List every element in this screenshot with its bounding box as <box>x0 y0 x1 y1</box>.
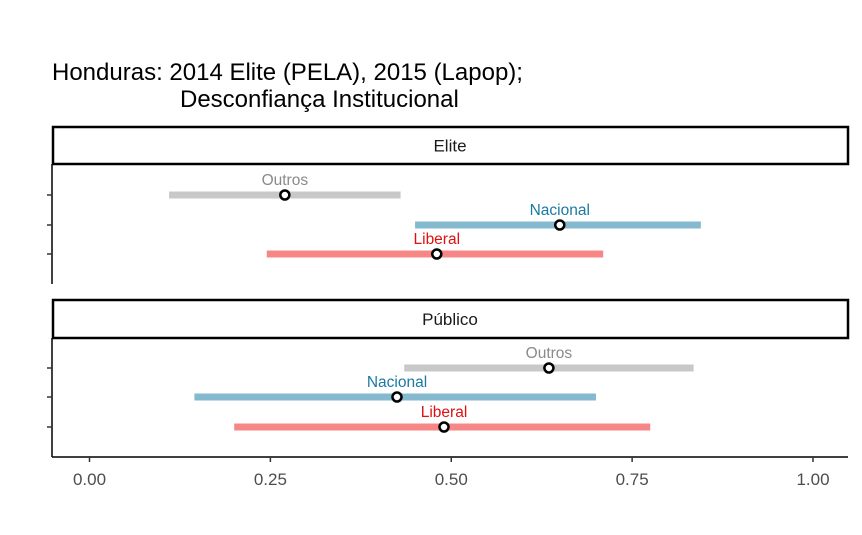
panel-strip-label: Público <box>422 310 478 329</box>
panel-público: Público Outros Nacional Liberal <box>47 298 850 457</box>
party-label-liberal: Liberal <box>421 404 468 421</box>
party-label-nacional: Nacional <box>530 202 590 219</box>
panel-elite: Elite Outros Nacional Liberal <box>47 125 850 284</box>
chart-title-line2: Desconfiança Institucional <box>180 86 459 113</box>
party-label-outros: Outros <box>526 345 573 362</box>
chart-title-line1: Honduras: 2014 Elite (PELA), 2015 (Lapop… <box>52 59 523 86</box>
party-label-nacional: Nacional <box>367 374 427 391</box>
x-tick-label: 0.50 <box>435 470 468 489</box>
panel-strip-label: Elite <box>433 137 466 156</box>
panel-strip <box>51 298 850 340</box>
point-estimate-liberal <box>431 248 443 260</box>
point-estimate-outros <box>279 189 291 201</box>
x-tick-label: 0.00 <box>73 470 106 489</box>
panels: Elite Outros Nacional Liberal Público Outros N… <box>47 125 850 457</box>
point-estimate-nacional <box>554 219 566 231</box>
panel-strip <box>51 125 850 166</box>
point-estimate-liberal <box>438 421 450 433</box>
x-tick-label: 0.25 <box>254 470 287 489</box>
party-label-outros: Outros <box>262 172 309 189</box>
point-estimate-nacional <box>391 391 403 403</box>
point-estimate-outros <box>543 362 555 374</box>
party-label-liberal: Liberal <box>414 231 461 248</box>
x-axis: 0.00 0.25 0.50 0.75 1.00 <box>52 456 848 489</box>
x-tick-label: 0.75 <box>616 470 649 489</box>
x-tick-label: 1.00 <box>796 470 829 489</box>
